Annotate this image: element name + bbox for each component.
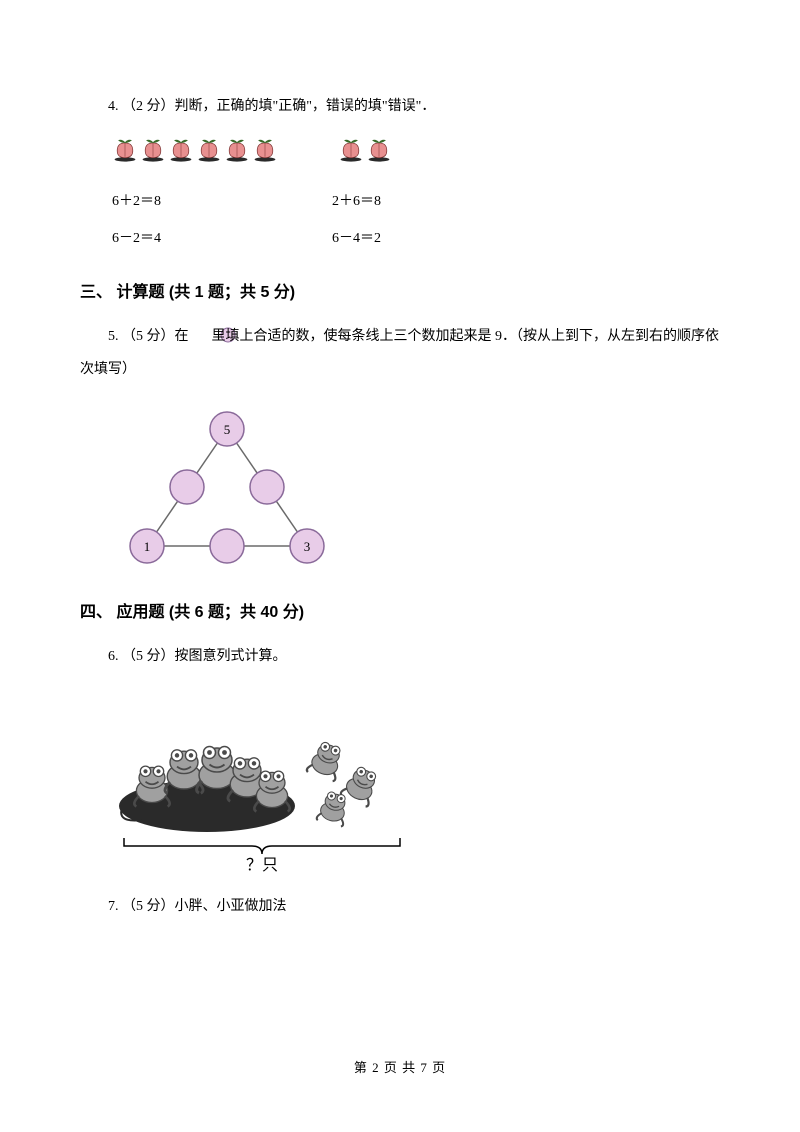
question-5-text: 5. （5 分）在 里填上合适的数，使每条线上三个数加起来是 9．（按从上到下，…: [80, 320, 720, 387]
equation-b1: 6－2＝4: [112, 222, 332, 256]
inline-circle-icon: [192, 323, 208, 339]
tri-right-label: 3: [304, 539, 311, 554]
equation-row-1: 6＋2＝8 2＋6＝8: [112, 185, 720, 219]
peach-group-1: [112, 136, 278, 167]
equation-row-2: 6－2＝4 6－4＝2: [112, 222, 720, 256]
peach-icon: [140, 136, 166, 167]
equation-b2: 6－4＝2: [332, 222, 552, 256]
peach-icon: [366, 136, 392, 167]
peach-icon: [112, 136, 138, 167]
page-footer: 第 2 页 共 7 页: [0, 1057, 800, 1076]
peach-group-2: [338, 136, 392, 167]
triangle-diagram: 5 1 3: [112, 401, 720, 576]
frog-caption: ？只: [246, 857, 278, 873]
q5-text-before: 5. （5 分）在: [108, 329, 192, 344]
question-4-text: 4. （2 分）判断，正确的填"正确"，错误的填"错误"．: [80, 90, 720, 124]
peach-icon: [338, 136, 364, 167]
question-7-text: 7. （5 分）小胖、小亚做加法: [80, 890, 720, 924]
frog-diagram: ？只: [112, 688, 720, 878]
section-3-heading: 三、 计算题 (共 1 题；共 5 分): [80, 278, 720, 302]
peach-row: [112, 136, 720, 167]
section-4-heading: 四、 应用题 (共 6 题；共 40 分): [80, 598, 720, 622]
question-6-text: 6. （5 分）按图意列式计算。: [80, 640, 720, 674]
equation-a1: 6＋2＝8: [112, 185, 332, 219]
peach-icon: [168, 136, 194, 167]
peach-icon: [196, 136, 222, 167]
equation-a2: 2＋6＝8: [332, 185, 552, 219]
peach-icon: [252, 136, 278, 167]
tri-top-label: 5: [224, 422, 231, 437]
peach-icon: [224, 136, 250, 167]
tri-left-label: 1: [144, 539, 151, 554]
